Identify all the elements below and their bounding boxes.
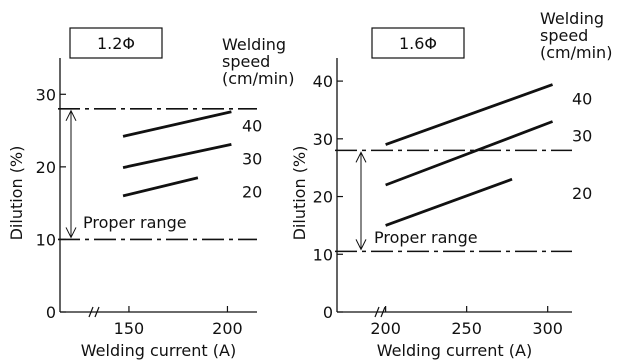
series-line-40: [122, 110, 232, 138]
series-label-30: 30: [572, 127, 592, 146]
y-tick-label: 30: [36, 85, 56, 104]
y-tick-label: 40: [313, 72, 333, 91]
x-axis-label: Welding current (A): [377, 341, 532, 360]
panel-label: 1.6Φ: [399, 34, 437, 53]
y-tick-label: 10: [313, 245, 333, 264]
axis-break-mark: [380, 306, 386, 318]
panel-label: 1.2Φ: [97, 34, 135, 53]
x-axis-label: Welding current (A): [81, 341, 236, 360]
legend-title-line: speed: [222, 52, 270, 71]
series-label-40: 40: [572, 90, 592, 109]
y-axis-label: Dilution (%): [290, 146, 309, 241]
legend-title-line: (cm/min): [222, 69, 294, 88]
proper-range-label: Proper range: [83, 213, 187, 232]
panel-1-6-chart: 0 10 20 30 40 200 250 300 Dilution (%) Welding cu…: [290, 9, 612, 360]
series-line-30: [122, 142, 232, 169]
series-line-40: [385, 83, 554, 146]
series-label-40: 40: [242, 117, 262, 136]
axis-break-mark: [94, 306, 100, 318]
arrowhead-up: [65, 109, 77, 122]
panel-label-box: [371, 27, 465, 59]
series-label-20: 20: [242, 183, 262, 202]
series-line-20: [122, 176, 199, 198]
y-axis-label: Dilution (%): [7, 146, 26, 241]
legend-title-line: (cm/min): [540, 43, 612, 62]
legend-title-line: Welding: [540, 9, 604, 28]
y-tick-label: 0: [46, 303, 56, 322]
x-tick-label: 300: [532, 319, 563, 338]
y-tick-label: 30: [313, 130, 333, 149]
series-line-30: [385, 120, 554, 187]
x-tick-label: 200: [370, 319, 401, 338]
arrowhead-up: [355, 151, 367, 163]
series-label-20: 20: [572, 184, 592, 203]
legend-title-line: Welding: [222, 35, 286, 54]
series-line-20: [385, 177, 513, 227]
x-tick-label: 200: [212, 319, 243, 338]
legend-title-line: speed: [540, 26, 588, 45]
y-tick-label: 10: [36, 230, 56, 249]
y-tick-label: 20: [313, 188, 333, 207]
x-tick-label: 250: [451, 319, 482, 338]
x-tick-label: 150: [114, 319, 145, 338]
axis-break-mark: [88, 306, 94, 318]
arrowhead-down: [355, 239, 367, 251]
y-tick-label: 0: [323, 303, 333, 322]
proper-range-label: Proper range: [374, 228, 478, 247]
series-label-30: 30: [242, 149, 262, 168]
arrowhead-down: [65, 227, 77, 239]
y-tick-label: 20: [36, 158, 56, 177]
axis-break-mark: [374, 306, 380, 318]
panel-label-box: [69, 27, 163, 59]
panel-1-2-chart: 0 10 20 30 150 200 Dilution (%) Welding current…: [7, 27, 294, 360]
